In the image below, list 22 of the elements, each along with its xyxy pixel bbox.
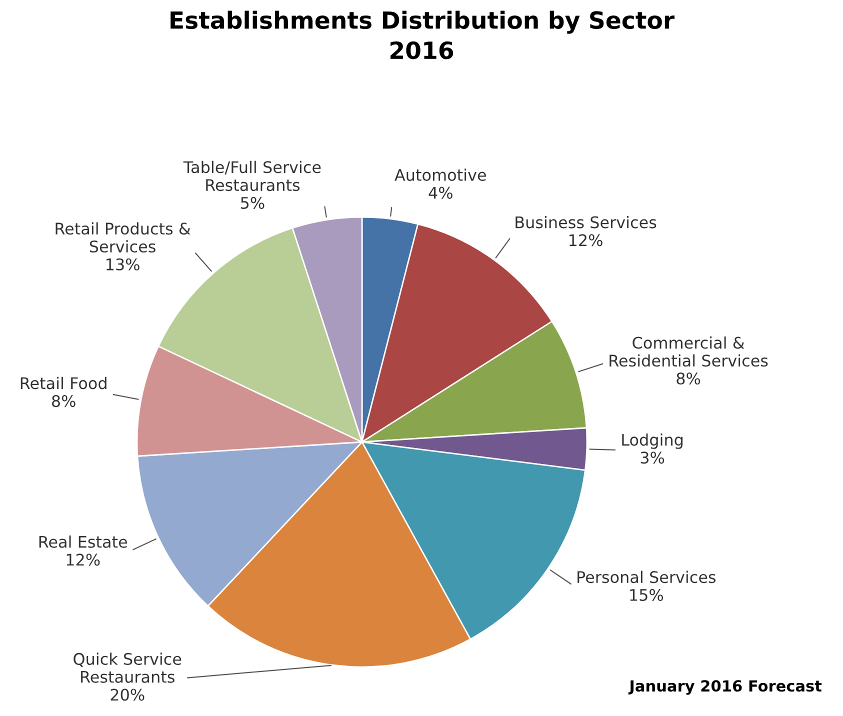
data-label: 15% xyxy=(630,588,664,602)
slice-label: Automotive xyxy=(394,168,486,181)
data-label: 4% xyxy=(428,186,452,199)
slice-label: Retail Products & Services xyxy=(56,222,190,253)
text: January 2016 Forecast xyxy=(628,680,822,695)
data-label: 13% xyxy=(106,258,140,270)
data-label: 5% xyxy=(241,196,264,209)
data-label: 12% xyxy=(570,234,602,246)
slice-label: Commercial & Residential Services xyxy=(610,336,768,367)
slice-label: Table/Full Service Restaurants xyxy=(183,160,321,192)
slice-label: Real Estate xyxy=(39,536,128,548)
slice-label: Retail Food xyxy=(20,376,106,390)
data-label: 8% xyxy=(52,395,76,408)
data-label: 12% xyxy=(66,554,100,566)
data-label: 20% xyxy=(110,688,144,701)
chart-title: Establishments Distribution by Sector 2016 xyxy=(170,10,674,60)
slice-label: Business Services xyxy=(516,216,656,228)
slice-label: Quick Service Restaurants xyxy=(74,652,182,683)
slice-label: Lodging xyxy=(622,433,683,449)
slice-label: Personal Services xyxy=(578,570,716,584)
data-label: 3% xyxy=(640,452,664,464)
data-label: 8% xyxy=(676,372,700,385)
